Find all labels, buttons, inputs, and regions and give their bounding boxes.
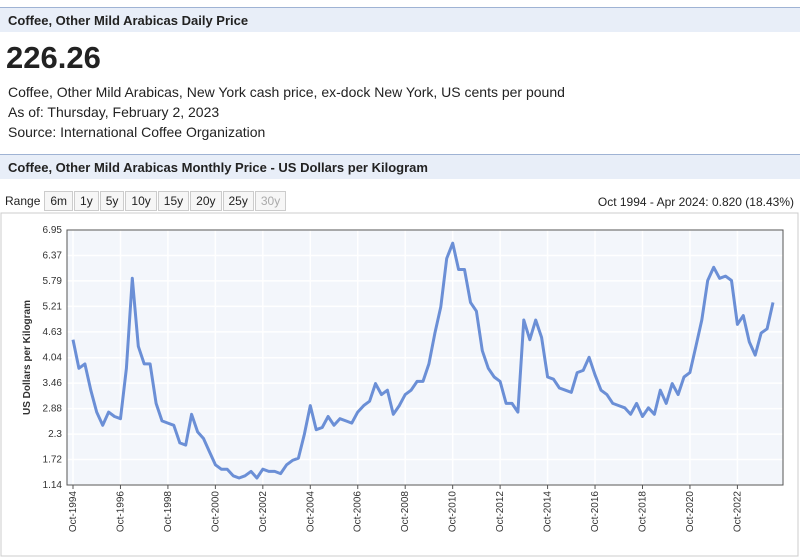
y-tick-label: 4.63 bbox=[43, 327, 63, 338]
x-tick-label: Oct-2008 bbox=[400, 491, 411, 533]
range-button[interactable]: 1y bbox=[74, 191, 99, 211]
x-tick-label: Oct-2012 bbox=[495, 491, 506, 533]
y-tick-label: 5.21 bbox=[43, 301, 63, 312]
x-tick-label: Oct-1996 bbox=[115, 491, 126, 533]
range-label: Range bbox=[5, 194, 41, 208]
y-tick-label: 2.3 bbox=[48, 429, 62, 440]
range-button[interactable]: 15y bbox=[157, 191, 190, 211]
x-tick-label: Oct-2014 bbox=[543, 491, 554, 533]
chart: 1.14 1.72 2.3 2.88 3.46 4.04 4.63 5.21 5.79 6.37 6… bbox=[0, 212, 799, 557]
y-tick-label: 6.95 bbox=[43, 225, 63, 236]
y-tick-label: 1.72 bbox=[43, 455, 63, 466]
range-button[interactable]: 10y bbox=[125, 191, 157, 211]
y-tick-label: 6.37 bbox=[43, 250, 63, 261]
y-tick-label: 3.46 bbox=[43, 378, 63, 389]
x-tick-label: Oct-2022 bbox=[732, 491, 743, 533]
y-tick-label: 2.88 bbox=[43, 404, 63, 415]
x-tick-label: Oct-2006 bbox=[353, 491, 364, 533]
section-header: Coffee, Other Mild Arabicas Daily Price bbox=[0, 7, 800, 32]
x-tick-label: Oct-2000 bbox=[210, 491, 221, 533]
chart-frame bbox=[0, 212, 799, 557]
range-button[interactable]: 6m bbox=[44, 191, 74, 211]
price: 226.26 bbox=[6, 40, 101, 75]
range-button[interactable]: 25y bbox=[222, 191, 254, 211]
price-line bbox=[71, 241, 775, 480]
chart-title: Coffee, Other Mild Arabicas Monthly Pric… bbox=[0, 154, 800, 179]
x-tick-label: Oct-1994 bbox=[68, 491, 79, 533]
source: Source: International Coffee Organizatio… bbox=[8, 124, 266, 140]
range-bar: Range 6m 1y 5y 10y 15y 20y 25y 30y bbox=[5, 191, 287, 211]
range-button[interactable]: 5y bbox=[99, 191, 125, 211]
x-tick-label: Oct-2002 bbox=[258, 491, 269, 533]
description: Coffee, Other Mild Arabicas, New York ca… bbox=[8, 84, 565, 100]
y-tick-label: 1.14 bbox=[43, 480, 63, 491]
range-summary: Oct 1994 - Apr 2024: 0.820 (18.43%) bbox=[597, 195, 794, 209]
x-tick-label: Oct-2016 bbox=[590, 491, 601, 533]
range-button: 30y bbox=[254, 191, 287, 211]
x-tick-label: Oct-2010 bbox=[448, 491, 459, 533]
x-tick-label: Oct-2018 bbox=[637, 491, 648, 533]
y-tick-label: 5.79 bbox=[43, 276, 63, 287]
x-tick-label: Oct-1998 bbox=[163, 491, 174, 533]
range-button[interactable]: 20y bbox=[190, 191, 222, 211]
plot-border bbox=[66, 229, 784, 486]
x-tick-label: Oct-2020 bbox=[685, 491, 696, 533]
x-tick-label: Oct-2004 bbox=[305, 491, 316, 533]
y-axis-label: US Dollars per Kilogram bbox=[22, 300, 33, 415]
as-of: As of: Thursday, February 2, 2023 bbox=[8, 104, 220, 120]
y-tick-label: 4.04 bbox=[43, 353, 63, 364]
